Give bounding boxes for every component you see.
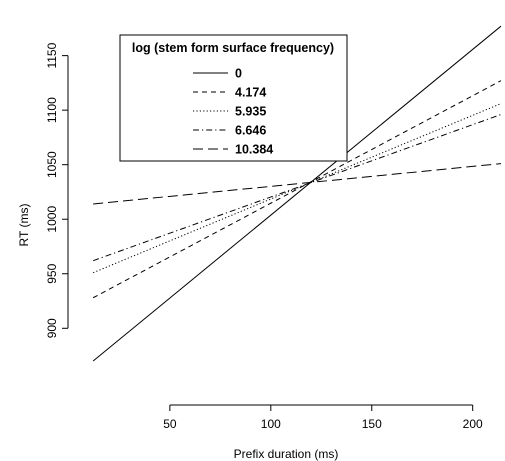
series-line-4 xyxy=(92,114,502,262)
series-line-5 xyxy=(93,163,502,205)
x-tick-label: 200 xyxy=(463,417,483,431)
y-axis-title: RT (ms) xyxy=(17,204,31,247)
legend-entries: 0 4.174 5.935 6.646 10.384 xyxy=(193,67,273,157)
y-tick-label: 1100 xyxy=(45,97,59,123)
legend-label-2: 4.174 xyxy=(235,86,266,100)
y-tick-label: 1000 xyxy=(45,206,59,233)
series-line-1 xyxy=(92,25,502,362)
y-tick-label: 950 xyxy=(45,263,59,283)
legend-label-3: 5.935 xyxy=(235,105,266,119)
legend-label-4: 6.646 xyxy=(235,124,266,138)
x-tick-label: 100 xyxy=(261,417,281,431)
series-line-3 xyxy=(92,103,502,274)
y-tick-label: 1150 xyxy=(45,42,59,68)
series-line-2 xyxy=(92,80,502,299)
x-axis-ticks: 50 100 150 200 xyxy=(163,405,483,431)
legend-label-5: 10.384 xyxy=(235,143,273,157)
series-lines xyxy=(92,25,502,362)
legend-box xyxy=(119,34,348,162)
y-axis-ticks: 900 950 1000 1050 1100 1150 xyxy=(45,42,68,338)
legend-title: log (stem form surface frequency) xyxy=(132,41,334,55)
y-tick-label: 900 xyxy=(45,318,59,338)
x-axis-title: Prefix duration (ms) xyxy=(234,447,339,461)
legend-label-1: 0 xyxy=(235,67,242,81)
y-tick-label: 1050 xyxy=(45,151,59,178)
x-tick-label: 50 xyxy=(163,417,177,431)
x-tick-label: 150 xyxy=(362,417,382,431)
legend: log (stem form surface frequency) 0 4.174… xyxy=(119,34,348,162)
